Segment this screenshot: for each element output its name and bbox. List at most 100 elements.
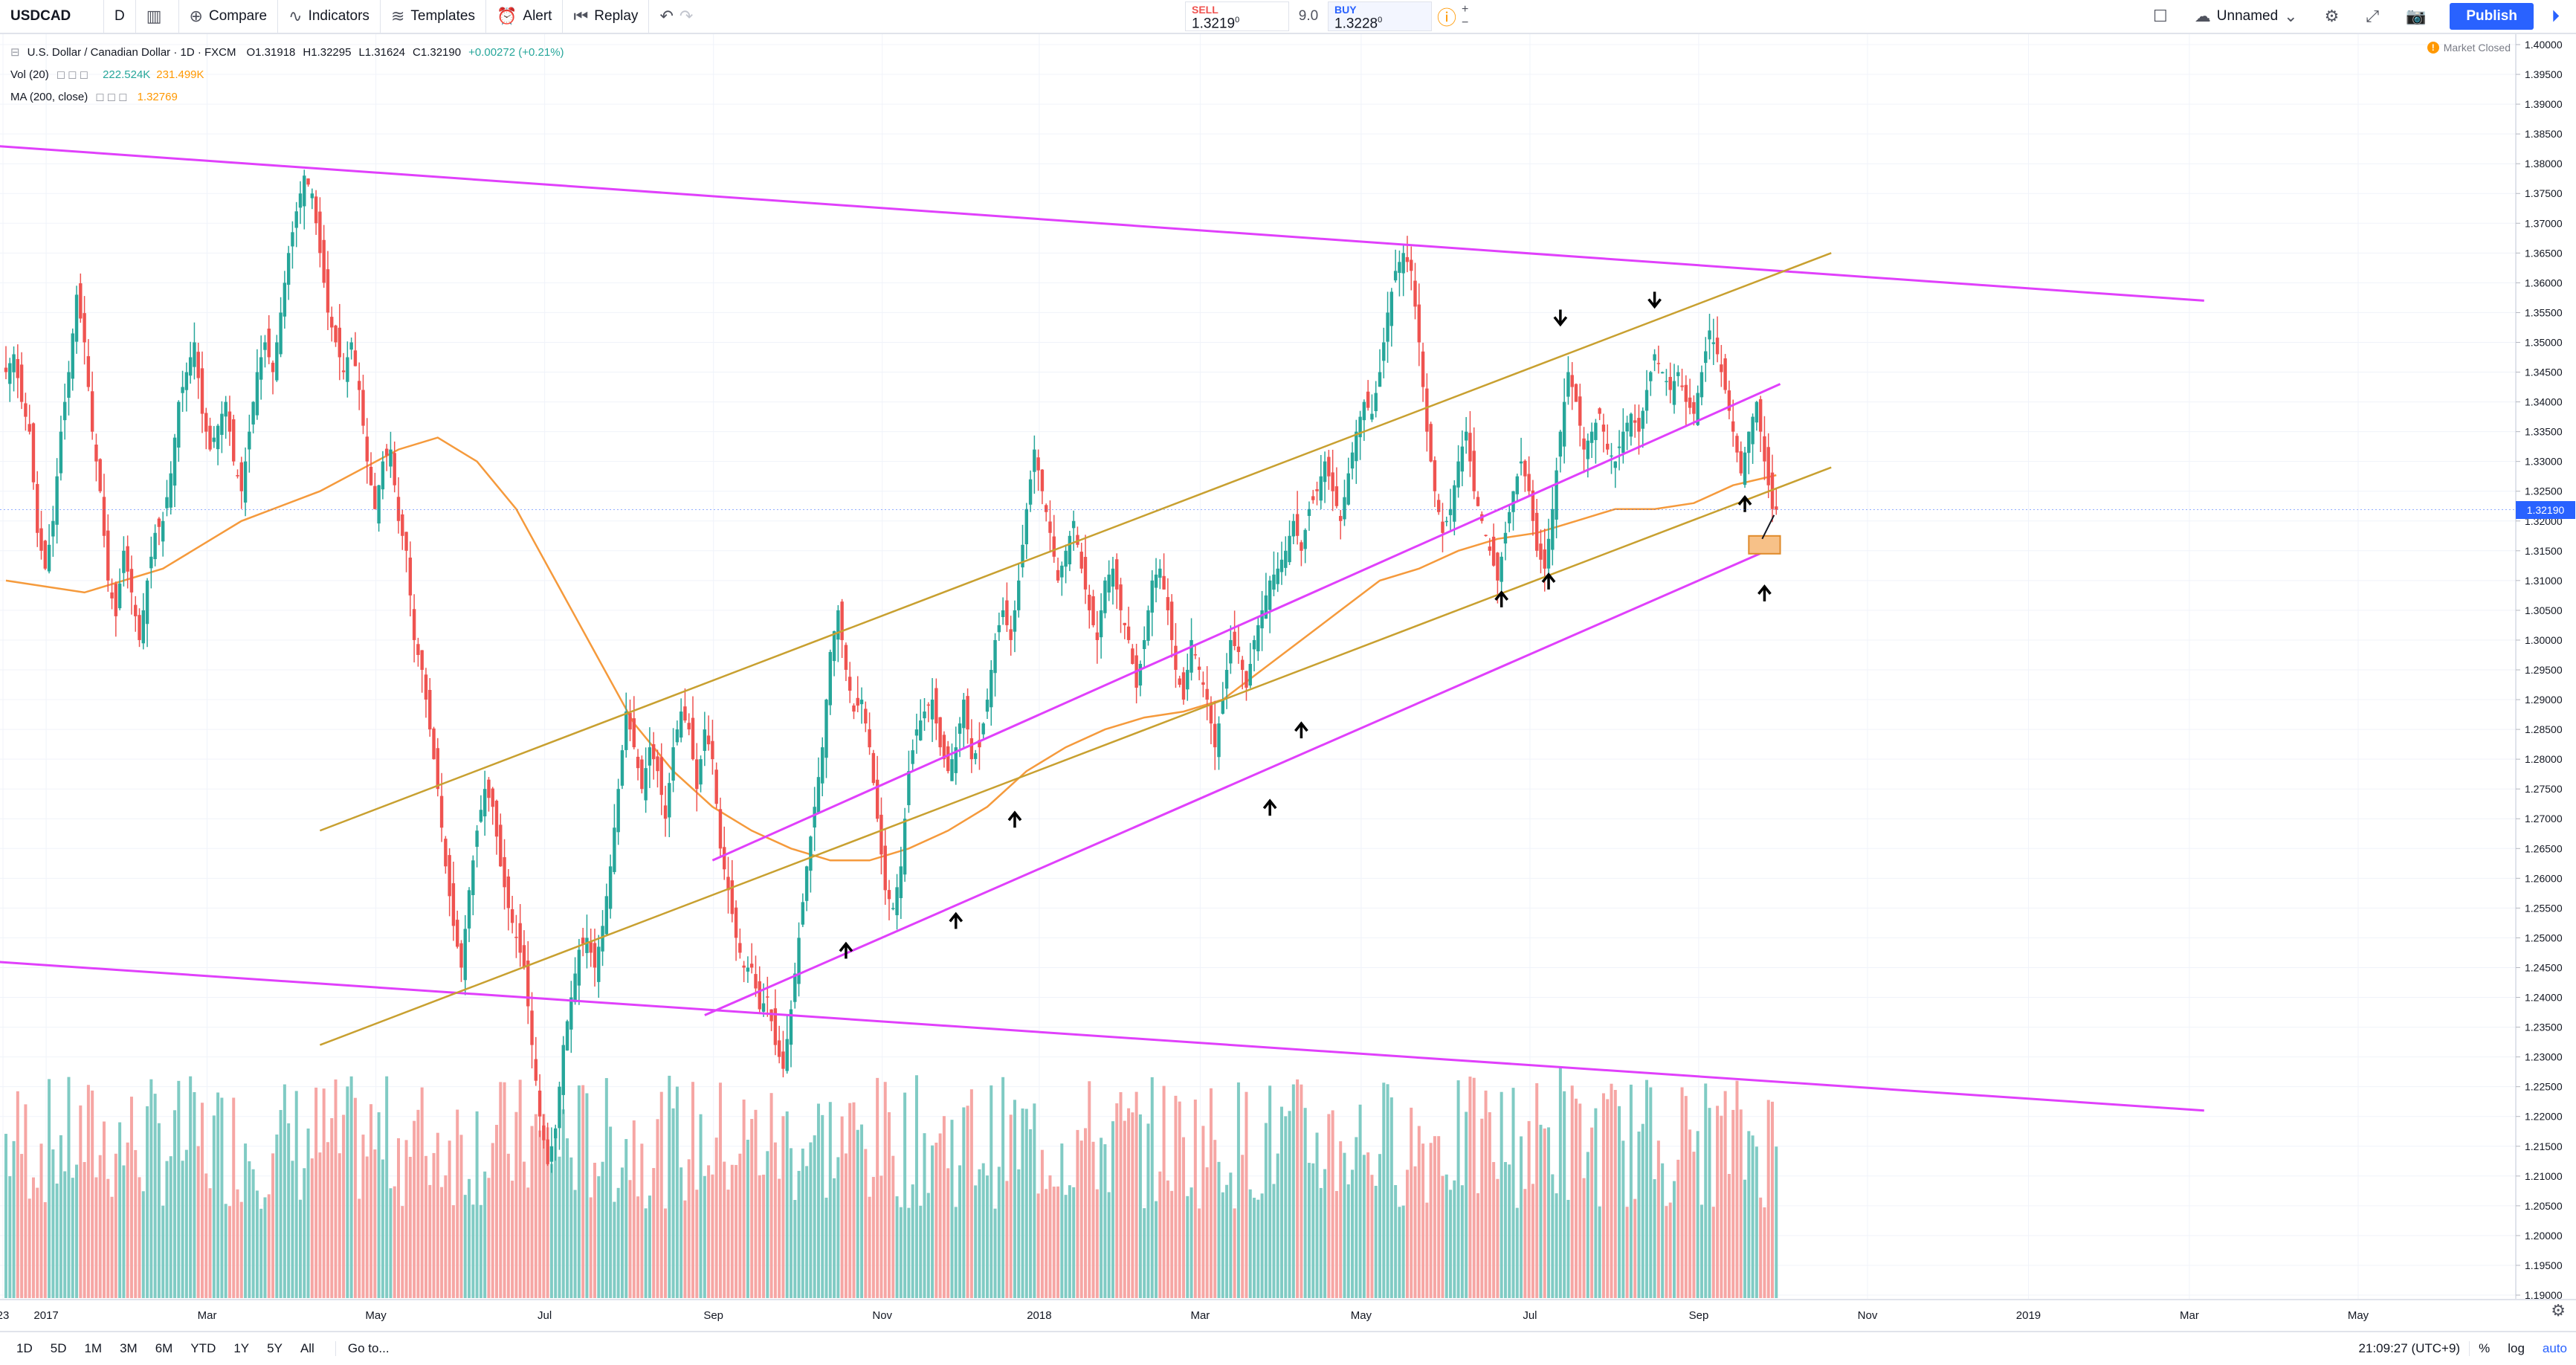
candle — [1079, 552, 1083, 569]
expand-button[interactable]: ⤢ — [2355, 0, 2395, 33]
period-6m[interactable]: 6M — [155, 1341, 173, 1355]
candle — [879, 814, 883, 855]
symbol-search[interactable]: USDCAD — [0, 0, 104, 33]
arrow-up-icon[interactable] — [1757, 584, 1772, 601]
period-3m[interactable]: 3M — [120, 1341, 138, 1355]
plus-icon[interactable]: + — [1462, 3, 1469, 16]
volume-bar — [1731, 1109, 1735, 1298]
price-tick-label: 1.21500 — [2525, 1140, 2563, 1152]
trend-line[interactable] — [0, 145, 2204, 302]
candle — [1205, 688, 1209, 700]
candle — [718, 809, 723, 849]
highlight-box[interactable] — [1748, 535, 1781, 555]
ma-label[interactable]: MA (200, close) — [10, 91, 88, 103]
collapse-icon[interactable]: ⊟ — [10, 46, 20, 59]
undo-button[interactable]: ↶ ↷ — [649, 0, 709, 33]
info-icon[interactable]: ⓘ — [1436, 6, 1456, 29]
candle — [1389, 291, 1394, 326]
price-chart[interactable]: 1.40000 1.39500 1.39000 1.38500 1.38000 1.375… — [0, 34, 2576, 1329]
candle — [608, 866, 613, 909]
arrow-up-icon[interactable] — [949, 911, 963, 929]
volume-label[interactable]: Vol (20) — [10, 68, 49, 81]
publish-button[interactable]: Publish — [2450, 3, 2534, 30]
chart-type-button[interactable]: ▥ — [136, 0, 179, 33]
arrow-up-icon[interactable] — [1494, 590, 1509, 607]
log-toggle[interactable]: log — [2508, 1341, 2525, 1355]
percent-toggle[interactable]: % — [2469, 1341, 2499, 1356]
candle — [98, 459, 102, 491]
ma-buttons[interactable]: ◻◻◻ — [95, 91, 130, 103]
layout-menu[interactable]: ☁ Unnamed ⌄ — [2184, 0, 2314, 33]
price-axis[interactable] — [2516, 34, 2576, 1300]
buy-button[interactable]: BUY 1.32280 — [1328, 1, 1432, 31]
candle — [24, 403, 28, 417]
arrow-up-icon[interactable] — [1007, 810, 1022, 828]
arrow-up-icon[interactable] — [1541, 572, 1556, 590]
arrow-up-icon[interactable] — [1294, 721, 1308, 739]
play-button[interactable]: ⏵ — [2541, 0, 2576, 33]
sell-button[interactable]: SELL 1.32190 — [1185, 1, 1289, 31]
volume-buttons[interactable]: ◻◻◻ — [56, 68, 91, 81]
trend-line[interactable] — [319, 252, 1832, 832]
templates-button[interactable]: ≋ Templates — [381, 0, 486, 33]
candle — [711, 740, 714, 760]
snapshot-button[interactable]: 📷 — [2395, 0, 2442, 33]
period-1y[interactable]: 1Y — [233, 1341, 250, 1355]
candle — [1755, 401, 1759, 423]
settings-button[interactable]: ⚙ — [2314, 0, 2356, 33]
redo-icon[interactable]: ↷ — [679, 7, 694, 25]
candle — [169, 473, 172, 508]
volume-bar — [1241, 1155, 1245, 1298]
candle — [801, 902, 805, 925]
candle — [401, 514, 404, 536]
candle — [840, 601, 844, 640]
volume-bar — [361, 1135, 365, 1298]
auto-toggle[interactable]: auto — [2542, 1341, 2567, 1355]
alert-button[interactable]: ⏰ Alert — [486, 0, 564, 33]
volume-bar — [778, 1178, 781, 1298]
volume-bar — [1095, 1189, 1099, 1298]
minus-icon[interactable]: − — [1462, 16, 1469, 29]
period-1m[interactable]: 1M — [84, 1341, 103, 1355]
volume-bar — [1460, 1185, 1464, 1298]
arrow-down-icon[interactable] — [1553, 309, 1568, 327]
pointer-line[interactable] — [1761, 514, 1775, 540]
replay-button[interactable]: ⏮ Replay — [563, 0, 650, 33]
indicators-button[interactable]: ∿ Indicators — [278, 0, 381, 33]
candle — [1052, 536, 1056, 557]
arrow-up-icon[interactable] — [1737, 494, 1752, 512]
volume-bar — [1621, 1140, 1625, 1298]
fullscreen-toggle[interactable]: ☐ — [2143, 0, 2184, 33]
candle — [1617, 446, 1621, 448]
candle — [1684, 384, 1688, 402]
candle — [1327, 456, 1331, 477]
period-5y[interactable]: 5Y — [267, 1341, 283, 1355]
trend-line[interactable] — [0, 961, 2204, 1112]
volume-bar — [848, 1103, 852, 1298]
legend-close: C1.32190 — [413, 46, 462, 59]
volume-bar — [691, 1082, 694, 1298]
interval-button[interactable]: D — [104, 0, 136, 33]
period-1d[interactable]: 1D — [16, 1341, 33, 1355]
candle — [1582, 438, 1586, 450]
volume-bar — [868, 1196, 871, 1298]
arrow-up-icon[interactable] — [1262, 798, 1277, 816]
period-all[interactable]: All — [300, 1341, 314, 1355]
arrow-up-icon[interactable] — [839, 941, 853, 959]
goto-button[interactable]: Go to... — [335, 1341, 401, 1356]
clock[interactable]: 21:09:27 (UTC+9) — [2358, 1341, 2461, 1355]
volume-bar — [1676, 1159, 1680, 1298]
period-5d[interactable]: 5D — [50, 1341, 67, 1355]
arrow-down-icon[interactable] — [1647, 291, 1662, 309]
candle — [1633, 420, 1637, 423]
candle — [1279, 559, 1284, 572]
compare-button[interactable]: ⊕ Compare — [179, 0, 279, 33]
candle — [1546, 538, 1551, 569]
trend-line[interactable] — [319, 466, 1832, 1046]
chart-settings-gear-icon[interactable]: ⚙ — [2551, 1301, 2566, 1320]
trend-line[interactable] — [711, 383, 1781, 862]
chart-area[interactable]: 1.40000 1.39500 1.39000 1.38500 1.38000 1.375… — [0, 34, 2576, 1329]
trade-expand[interactable]: + − — [1462, 3, 1468, 30]
period-ytd[interactable]: YTD — [190, 1341, 216, 1355]
trend-line[interactable] — [704, 543, 1781, 1016]
